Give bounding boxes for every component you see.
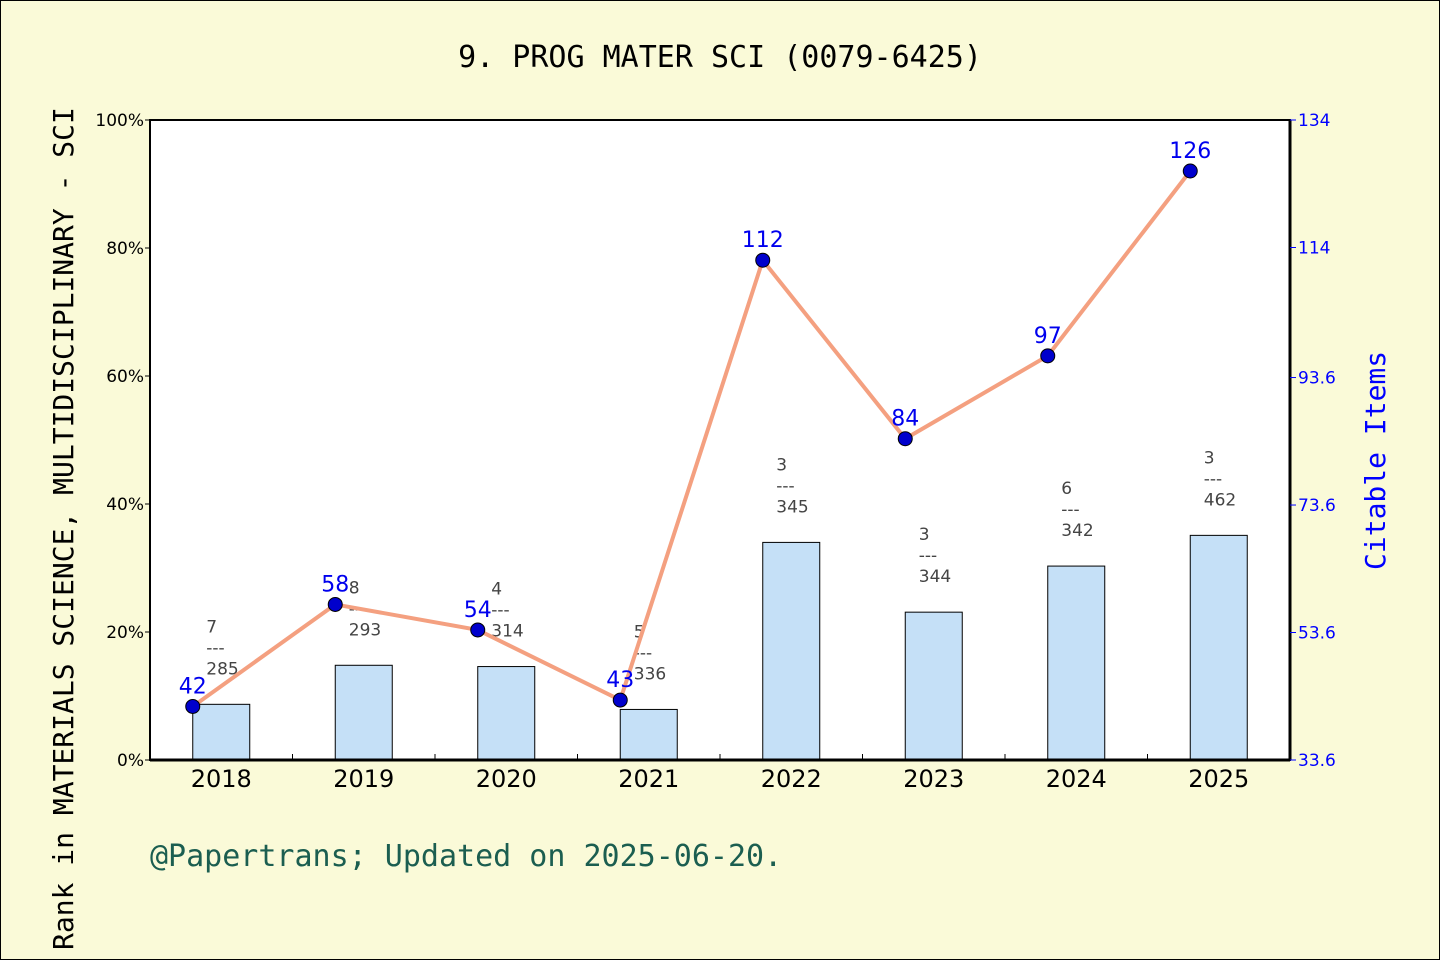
x-tick-label: 2022: [761, 765, 822, 793]
right-y-tick-label: 114: [1298, 238, 1330, 258]
right-y-tick-label: 53.6: [1298, 624, 1336, 644]
total-label: 342: [1061, 521, 1093, 541]
point-label: 42: [179, 674, 207, 699]
bar-2023: [904, 611, 963, 761]
x-tick-label: 2024: [1046, 765, 1107, 793]
x-tick-label: 2023: [903, 765, 964, 793]
rank-label: 8: [349, 578, 360, 598]
y-axis-label: Rank in MATERIALS SCIENCE, MULTIDISCIPLI…: [47, 107, 80, 950]
point-2019: [327, 596, 343, 612]
y-tick-label: 60%: [106, 367, 144, 387]
bar-2024: [1047, 565, 1106, 761]
rank-separator: ---: [1061, 500, 1079, 520]
rank-label: 6: [1061, 479, 1072, 499]
footer-note: @Papertrans; Updated on 2025-06-20.: [150, 839, 782, 874]
rank-label: 7: [206, 617, 217, 637]
rank-label: 3: [776, 455, 787, 475]
rank-separator: ---: [1204, 469, 1222, 489]
point-2020: [470, 622, 486, 638]
right-y-tick-label: 73.6: [1298, 496, 1336, 516]
bar-2025: [1189, 534, 1248, 761]
x-tick-label: 2019: [333, 765, 394, 793]
point-label: 112: [742, 228, 784, 253]
point-label: 58: [321, 572, 349, 597]
point-2022: [755, 252, 771, 268]
chart-title: 9. PROG MATER SCI (0079-6425): [458, 40, 982, 75]
total-label: 336: [634, 664, 666, 684]
rank-separator: ---: [919, 546, 937, 566]
point-label: 43: [606, 668, 634, 693]
y-tick-label: 0%: [117, 751, 144, 771]
point-2021: [612, 692, 628, 708]
total-label: 285: [206, 659, 238, 679]
total-label: 293: [349, 620, 381, 640]
point-2018: [185, 698, 201, 714]
x-tick-label: 2025: [1188, 765, 1249, 793]
bar-2019: [334, 664, 393, 761]
point-label: 54: [464, 598, 492, 623]
right-y-axis-label: Citable Items: [1359, 351, 1392, 570]
y-tick-label: 40%: [106, 495, 144, 515]
right-y-tick-label: 93.6: [1298, 369, 1336, 389]
bar-2022: [762, 541, 821, 761]
plot-area: [150, 120, 1290, 760]
point-label: 97: [1034, 324, 1062, 349]
total-label: 345: [776, 497, 808, 517]
x-tick-label: 2021: [618, 765, 679, 793]
rank-label: 3: [1204, 448, 1215, 468]
x-tick-label: 2018: [191, 765, 252, 793]
bar-2021: [619, 708, 678, 761]
y-tick-label: 80%: [106, 239, 144, 259]
rank-label: 5: [634, 622, 645, 642]
bar-2020: [477, 666, 536, 761]
total-label: 462: [1204, 490, 1236, 510]
bar-2018: [192, 703, 251, 761]
right-y-tick-label: 33.6: [1298, 751, 1336, 771]
point-label: 126: [1169, 139, 1211, 164]
right-y-tick-label: 134: [1298, 111, 1330, 131]
y-tick-label: 100%: [95, 111, 144, 131]
y-tick-label: 20%: [106, 623, 144, 643]
rank-separator: ---: [491, 601, 509, 621]
citable-items-line: [191, 169, 1192, 709]
total-label: 314: [491, 622, 523, 642]
point-2023: [897, 431, 913, 447]
rank-label: 4: [491, 580, 502, 600]
rank-separator: ---: [776, 476, 794, 496]
point-2025: [1182, 163, 1198, 179]
rank-label: 3: [919, 525, 930, 545]
x-tick-label: 2020: [476, 765, 537, 793]
total-label: 344: [919, 567, 951, 587]
rank-separator: ---: [206, 638, 224, 658]
point-2024: [1040, 348, 1056, 364]
point-label: 84: [891, 407, 919, 432]
